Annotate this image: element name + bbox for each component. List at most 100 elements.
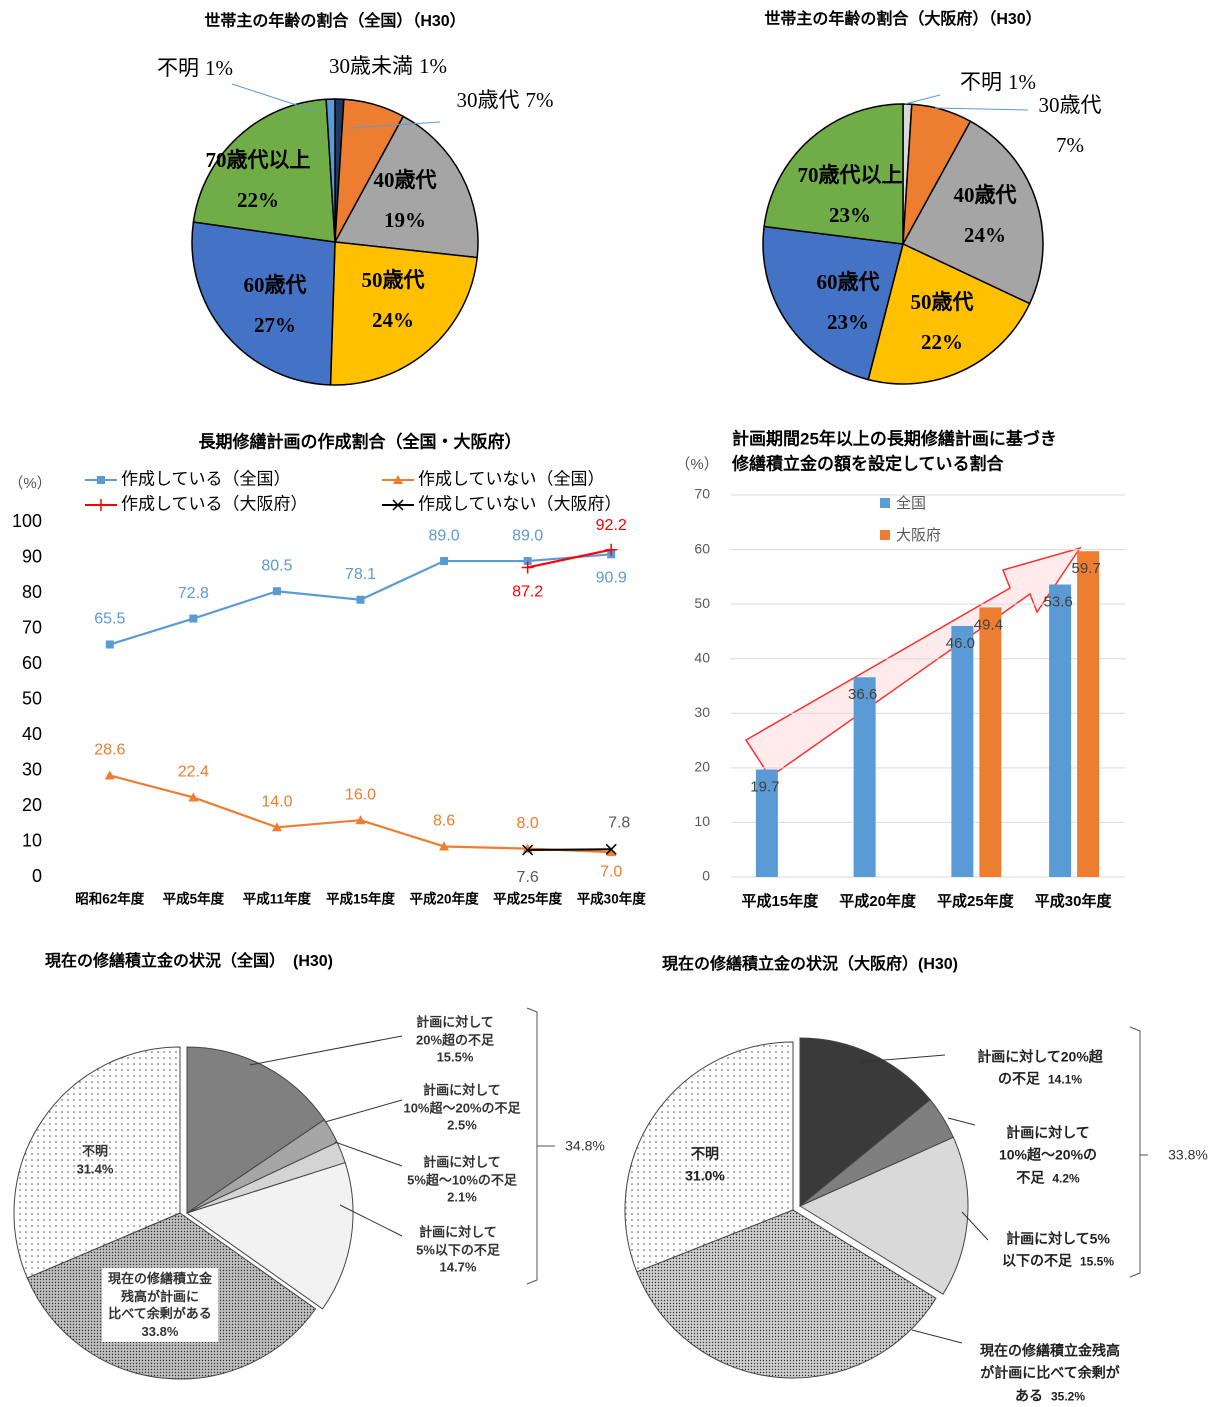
slice-value: 22% bbox=[921, 330, 963, 354]
legend-label: 作成している（大阪府） bbox=[121, 494, 308, 513]
leader-line bbox=[334, 1141, 403, 1167]
marker bbox=[393, 475, 403, 484]
leader-line bbox=[859, 1054, 946, 1063]
y-tick-label: 50 bbox=[694, 595, 710, 611]
slice-label: 計画に対して 10%超～20%の不足 2.5% bbox=[403, 1082, 520, 1135]
y-tick-label: 40 bbox=[22, 724, 42, 744]
slice-label: 70歳代以上 22% bbox=[206, 140, 311, 220]
chart-title: 長期修繕計画の作成割合（全国・大阪府） bbox=[198, 432, 522, 452]
marker bbox=[271, 822, 282, 832]
x-tick-label: 平成5年度 bbox=[163, 891, 225, 907]
data-label: 89.0 bbox=[429, 527, 460, 544]
chart-title: 現在の修繕積立金の状況（大阪府）(H30) bbox=[662, 956, 959, 974]
slice-category: 30歳未満 bbox=[329, 54, 413, 78]
slice-category: 30歳代 bbox=[456, 88, 520, 112]
data-label: 80.5 bbox=[261, 557, 292, 574]
slice-value: 1% bbox=[1008, 70, 1036, 94]
pie-slice bbox=[901, 120, 1044, 305]
x-tick-label: 平成11年度 bbox=[243, 891, 312, 907]
slice-category: 現在の修繕積立金 残高が計画に 比べて余剰がある bbox=[107, 1270, 213, 1321]
slice-value: 23% bbox=[827, 310, 869, 334]
slice-pattern bbox=[636, 1210, 936, 1378]
slice-label: 計画に対して 20%超の不足 15.5% bbox=[416, 1014, 494, 1067]
data-label: 36.6 bbox=[848, 686, 877, 703]
bar bbox=[1077, 551, 1100, 877]
trend-arrow bbox=[744, 546, 1082, 779]
slice-label: 計画に対して 5%以下の不足 14.7% bbox=[416, 1224, 500, 1277]
y-tick-label: 70 bbox=[22, 617, 42, 637]
x-tick-label: 平成25年度 bbox=[937, 892, 1015, 910]
slice-value: 24% bbox=[964, 223, 1006, 247]
pie-slice bbox=[191, 221, 336, 386]
pie-slice bbox=[325, 98, 336, 243]
bracket bbox=[1129, 1026, 1148, 1278]
chart-title: 修繕積立金の額を設定している割合 bbox=[731, 453, 1004, 473]
y-tick-label: 20 bbox=[22, 795, 42, 815]
slice-value: 2.5% bbox=[447, 1117, 477, 1133]
data-label: 7.0 bbox=[600, 863, 622, 880]
pie-slice bbox=[186, 1046, 325, 1214]
marker bbox=[97, 476, 105, 484]
data-label: 90.9 bbox=[596, 570, 627, 587]
slice-value: 22% bbox=[237, 188, 279, 212]
data-label: 28.6 bbox=[94, 742, 125, 759]
slice-value: 24% bbox=[372, 308, 414, 332]
slice-value: 15.5% bbox=[1079, 1255, 1115, 1269]
slice-label: 不明 31.4% bbox=[77, 1142, 114, 1177]
slice-label: 50歳代 22% bbox=[911, 282, 974, 362]
marker bbox=[522, 844, 534, 856]
x-tick-label: 平成30年度 bbox=[1035, 892, 1113, 910]
slice-label: 現在の修繕積立金残高 が計画に比べて余剰が ある 35.2% bbox=[980, 1339, 1120, 1406]
slice-category: 計画に対して 10%超～20%の 不足 bbox=[998, 1124, 1098, 1186]
legend-swatch bbox=[880, 498, 890, 508]
y-tick-label: 60 bbox=[22, 653, 42, 673]
data-label: 7.8 bbox=[608, 815, 630, 832]
slice-label: 計画に対して20%超 の不足 14.1% bbox=[977, 1046, 1103, 1091]
data-label: 8.0 bbox=[517, 815, 539, 832]
leader-line bbox=[339, 1204, 403, 1237]
pie-slice bbox=[329, 241, 478, 386]
bracket-total: 33.8% bbox=[1168, 1146, 1208, 1163]
legend-label: 全国 bbox=[896, 494, 926, 512]
slice-category: 計画に対して 10%超～20%の不足 bbox=[403, 1082, 521, 1116]
marker bbox=[523, 557, 532, 566]
chart-title: 現在の修繕積立金の状況（全国） (H30) bbox=[45, 953, 334, 971]
slice-label: 40歳代 19% bbox=[374, 160, 437, 240]
slice-value: 15.5% bbox=[436, 1049, 474, 1065]
slice-category: 70歳代以上 bbox=[205, 148, 311, 172]
marker bbox=[439, 841, 450, 851]
leader-line bbox=[961, 1211, 989, 1241]
y-tick-label: 30 bbox=[694, 704, 710, 720]
data-label: 92.2 bbox=[596, 517, 627, 534]
slice-label: 不明 31.0% bbox=[685, 1143, 725, 1188]
slice-pattern bbox=[625, 1042, 793, 1272]
slice-value: 1% bbox=[205, 56, 233, 80]
legend-label: 作成している（全国） bbox=[121, 469, 291, 488]
slice-value: 23% bbox=[829, 203, 871, 227]
pie-slice bbox=[799, 1037, 931, 1208]
pie-slice bbox=[185, 1162, 354, 1310]
slice-category: 計画に対して 20%超の不足 bbox=[415, 1014, 495, 1048]
slice-value: 14.7% bbox=[439, 1259, 477, 1275]
data-label: 65.5 bbox=[94, 611, 125, 628]
pie-slice bbox=[192, 98, 336, 243]
bar bbox=[853, 677, 876, 877]
data-label: 59.7 bbox=[1072, 560, 1101, 577]
data-label: 53.6 bbox=[1044, 593, 1073, 610]
slice-category: 不明 bbox=[81, 1143, 108, 1159]
slice-value: 4.2% bbox=[1052, 1171, 1080, 1186]
data-label: 49.4 bbox=[974, 616, 1003, 633]
slice-category: 計画に対して 5%以下の不足 bbox=[416, 1224, 500, 1258]
data-label: 19.7 bbox=[750, 778, 779, 795]
marker bbox=[606, 847, 617, 857]
y-axis-label: （%） bbox=[8, 474, 52, 492]
data-label: 8.6 bbox=[433, 813, 455, 830]
slice-value: 31.4% bbox=[76, 1161, 114, 1176]
slice-label: 計画に対して 10%超～20%の 不足 4.2% bbox=[999, 1121, 1097, 1188]
legend-swatch bbox=[880, 530, 890, 540]
y-tick-label: 50 bbox=[22, 688, 42, 708]
slice-label: 30歳代 7% bbox=[1039, 85, 1102, 165]
slice-category: 40歳代 bbox=[953, 183, 1017, 207]
